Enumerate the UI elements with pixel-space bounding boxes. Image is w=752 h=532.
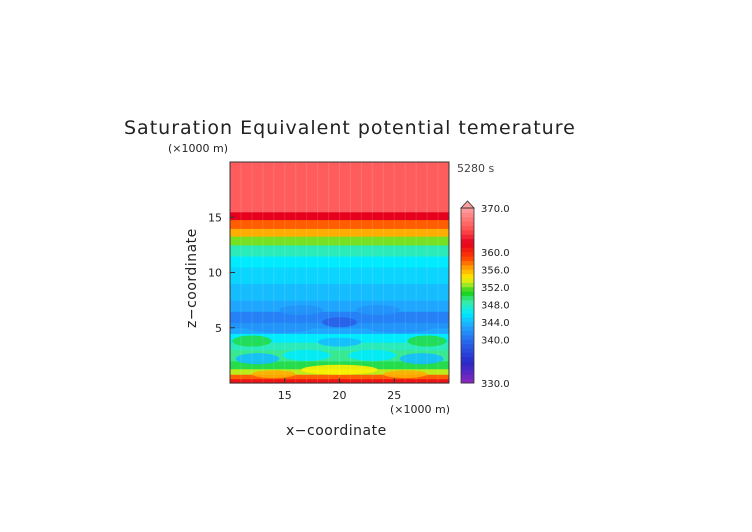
field-feature — [383, 370, 428, 379]
chart-title: Saturation Equivalent potential temeratu… — [124, 117, 576, 139]
colorbar-swatch — [461, 243, 474, 248]
colorbar-swatch — [461, 208, 474, 213]
field-feature — [251, 370, 296, 379]
colorbar-swatch — [461, 216, 474, 222]
field-band — [230, 349, 449, 362]
colorbar-swatch — [461, 299, 474, 305]
colorbar-swatch — [461, 361, 474, 366]
colorbar-swatch — [461, 308, 474, 314]
colorbar-swatch — [461, 374, 474, 380]
colorbar-swatch — [461, 365, 474, 371]
colorbar-tick-label: 370.0 — [481, 204, 510, 215]
field-band — [230, 228, 449, 237]
colorbar-frame — [460, 207, 475, 384]
colorbar-swatch — [461, 330, 474, 336]
colorbar-swatch — [461, 343, 474, 349]
colorbar-swatch — [461, 221, 474, 226]
field-band — [230, 300, 449, 312]
field-feature — [407, 335, 447, 347]
colorbar-swatch — [461, 260, 474, 266]
field-band — [230, 162, 449, 213]
field-band — [230, 236, 449, 246]
colorbar: 330.0 340.0 344.0 348.0 352.0 356.0 360.0 370.0 — [460, 200, 510, 390]
x-tick-label: 25 — [387, 389, 401, 402]
field-band — [230, 266, 449, 285]
field-band — [230, 327, 449, 334]
colorbar-swatch — [461, 352, 474, 358]
colorbar-swatch — [461, 304, 474, 310]
colorbar-swatch — [461, 256, 474, 261]
time-label: 5280 s — [457, 162, 494, 175]
colorbar-swatch — [461, 313, 474, 318]
colorbar-swatch — [461, 282, 474, 288]
y-tick-label: 15 — [208, 211, 222, 224]
y-tick-label: 10 — [208, 267, 222, 280]
field-band — [230, 311, 449, 323]
y-axis-unit: (×1000 m) — [168, 142, 228, 155]
x-axis: 15 20 25 — [278, 378, 401, 402]
y-axis-label: z−coordinate — [184, 228, 200, 328]
field-feature — [366, 322, 433, 333]
y-tick-label: 5 — [215, 322, 222, 335]
colorbar-swatch — [461, 238, 474, 244]
colorbar-swatch — [461, 326, 474, 331]
colorbar-swatch — [461, 295, 474, 301]
x-tick-label: 15 — [278, 389, 292, 402]
field-band — [230, 374, 449, 380]
y-axis: 5 10 15 — [208, 211, 235, 335]
colorbar-swatch — [461, 334, 474, 340]
field-feature — [246, 322, 313, 333]
colorbar-swatch — [461, 369, 474, 375]
colorbar-swatch — [461, 251, 474, 257]
colorbar-swatch — [461, 317, 474, 323]
colorbar-tick-label: 340.0 — [481, 335, 510, 346]
x-axis-label: x−coordinate — [286, 423, 387, 439]
colorbar-swatch — [461, 278, 474, 283]
colorbar-swatch — [461, 264, 474, 270]
colorbar-swatch — [461, 356, 474, 362]
colorbar-extend-arrow — [460, 200, 475, 209]
x-tick-label: 20 — [333, 389, 347, 402]
colorbar-tick-label: 352.0 — [481, 283, 510, 294]
colorbar-swatch — [461, 273, 474, 279]
colorbar-swatch — [461, 269, 474, 275]
field-feature — [399, 353, 444, 365]
colorbar-tick-label: 356.0 — [481, 265, 510, 276]
colorbar-swatch — [461, 291, 474, 296]
field-feature — [282, 349, 331, 361]
field-band — [230, 219, 449, 229]
colorbar-swatch — [461, 286, 474, 292]
colorbar-tick-label: 344.0 — [481, 318, 510, 329]
field-band — [230, 283, 449, 301]
field-feature — [279, 305, 324, 316]
colorbar-swatch — [461, 348, 474, 353]
field-feature — [321, 317, 358, 328]
field-band — [230, 244, 449, 257]
field-band — [230, 255, 449, 268]
colorbar-swatch — [461, 321, 474, 327]
colorbar-swatch — [461, 339, 474, 345]
field-feature — [317, 337, 362, 347]
x-axis-unit: (×1000 m) — [390, 403, 450, 416]
colorbar-swatch — [461, 234, 474, 240]
colorbar-swatch — [461, 212, 474, 218]
colorbar-swatch — [461, 247, 474, 253]
colorbar-tick-label: 330.0 — [481, 379, 510, 390]
colorbar-tick-label: 348.0 — [481, 300, 510, 311]
field-feature — [235, 353, 280, 365]
colorbar-swatch — [461, 229, 474, 235]
field-band — [230, 211, 449, 221]
field-feature — [232, 335, 272, 347]
field-feature — [348, 349, 397, 361]
field-feature — [301, 364, 378, 375]
colorbar-swatch — [461, 225, 474, 231]
plot-area — [230, 162, 449, 384]
field-feature — [355, 305, 400, 316]
colorbar-tick-label: 360.0 — [481, 248, 510, 259]
colorbar-swatch — [461, 378, 474, 384]
